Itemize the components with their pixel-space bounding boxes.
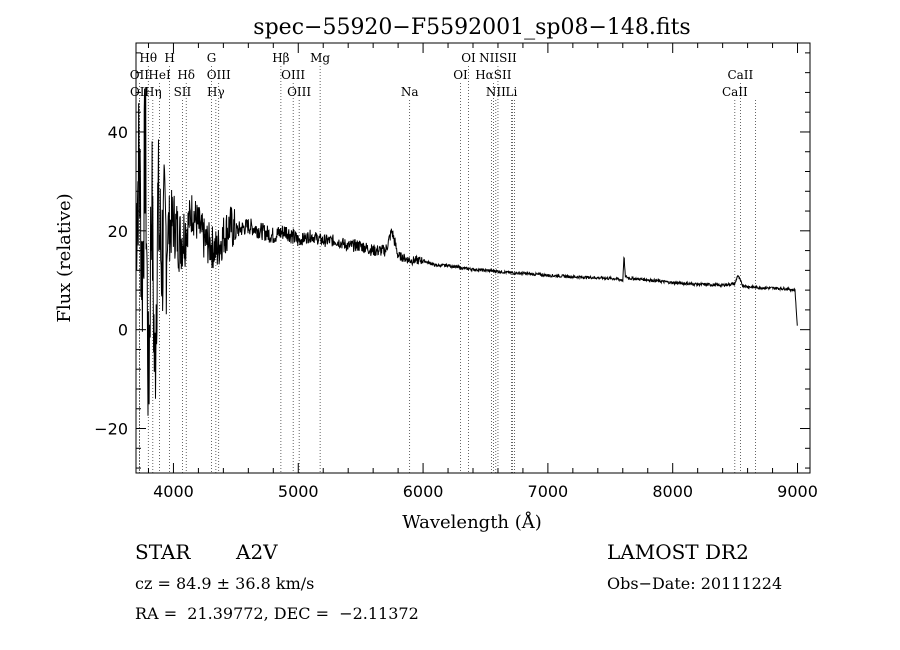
line-label-16: Hη	[144, 85, 162, 99]
line-label-14: HαSII	[475, 68, 512, 82]
line-label-9: HeI	[148, 68, 171, 82]
y-tick-label: −20	[94, 420, 128, 439]
line-label-18: Hγ	[207, 85, 225, 99]
line-label-3: Hβ	[272, 51, 289, 65]
line-label-13: OI	[453, 68, 468, 82]
line-label-4: Mg	[310, 51, 330, 65]
y-axis-label: Flux (relative)	[54, 193, 75, 322]
line-label-0: Hθ	[139, 51, 157, 65]
x-tick-label: 9000	[777, 482, 818, 501]
line-label-21: NII	[486, 85, 506, 99]
x-tick-label: 6000	[403, 482, 444, 501]
survey-name: LAMOST DR2	[607, 540, 749, 564]
axis-tick-labels: 4000 5000 6000 7000 8000 9000 −20 0 20 40	[94, 123, 818, 501]
object-type: STAR	[135, 540, 191, 564]
axis-ticks	[136, 43, 810, 473]
line-label-2: G	[207, 51, 217, 65]
line-label-1: H	[164, 51, 174, 65]
x-tick-label: 5000	[278, 482, 319, 501]
line-label-5: OI	[461, 51, 476, 65]
line-label-19: OIII	[287, 85, 311, 99]
line-label-23: CaII	[722, 85, 748, 99]
x-axis-label: Wavelength (Å)	[402, 511, 542, 533]
line-label-11: OIII	[207, 68, 231, 82]
line-label-17: SII	[174, 85, 192, 99]
line-label-7: CaII	[727, 68, 753, 82]
spectrum-curve	[135, 87, 798, 416]
observation-date: Obs−Date: 20111224	[607, 574, 783, 593]
x-tick-label: 7000	[528, 482, 569, 501]
y-tick-label: 40	[108, 123, 128, 142]
x-tick-label: 4000	[153, 482, 194, 501]
line-label-6: NIISII	[479, 51, 517, 65]
line-label-22: Li	[506, 85, 518, 99]
x-tick-label: 8000	[652, 482, 693, 501]
spectral-line-markers	[139, 66, 756, 473]
line-label-20: Na	[401, 85, 419, 99]
object-subclass: A2V	[236, 540, 278, 564]
line-label-10: Hδ	[177, 68, 195, 82]
y-tick-label: 0	[118, 321, 128, 340]
redshift-readout: cz = 84.9 ± 36.8 km/s	[135, 574, 315, 593]
y-tick-label: 20	[108, 222, 128, 241]
line-label-12: OIII	[281, 68, 305, 82]
line-label-8: OII	[130, 68, 150, 82]
coordinates-readout: RA = 21.39772, DEC = −2.11372	[135, 604, 419, 623]
plot-frame	[135, 42, 811, 474]
chart-title: spec−55920−F5592001_sp08−148.fits	[253, 15, 690, 40]
